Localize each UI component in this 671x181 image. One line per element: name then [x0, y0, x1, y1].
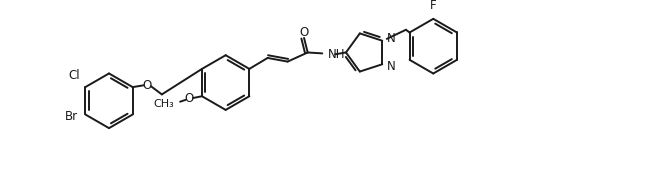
- Text: O: O: [299, 26, 309, 39]
- Text: O: O: [143, 79, 152, 92]
- Text: N: N: [386, 60, 395, 73]
- Text: F: F: [430, 0, 437, 12]
- Text: Br: Br: [65, 110, 78, 123]
- Text: CH₃: CH₃: [153, 98, 174, 109]
- Text: N: N: [386, 32, 395, 45]
- Text: NH: NH: [327, 48, 346, 61]
- Text: Cl: Cl: [68, 69, 80, 82]
- Text: O: O: [185, 92, 194, 106]
